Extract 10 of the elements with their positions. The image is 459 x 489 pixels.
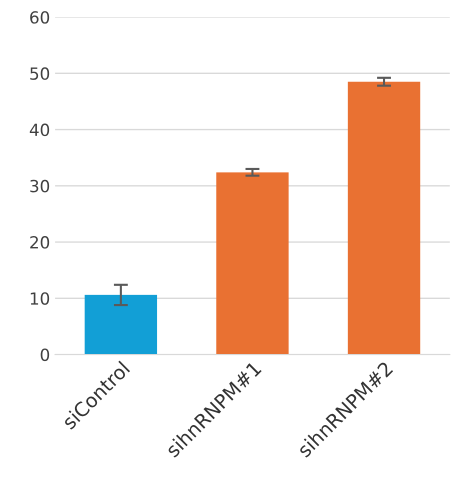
y-tick-label: 20 — [30, 236, 50, 249]
bar — [348, 82, 420, 355]
y-tick-label: 50 — [30, 67, 50, 80]
y-tick-label: 0 — [40, 348, 50, 362]
y-tick-label: 30 — [30, 180, 50, 192]
bar — [84, 294, 158, 355]
y-tick-label: 10 — [30, 292, 50, 305]
bar — [216, 172, 289, 355]
y-tick-label: 60 — [30, 11, 50, 24]
y-tick-label: 40 — [30, 124, 50, 136]
